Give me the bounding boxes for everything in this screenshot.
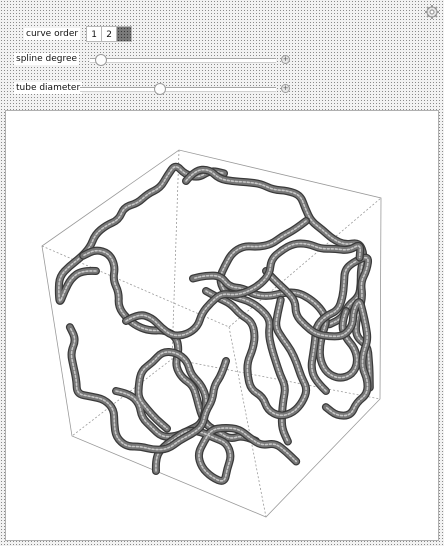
curve-order-option-1[interactable]: 1 bbox=[86, 26, 103, 42]
spline-degree-slider-track[interactable] bbox=[90, 58, 276, 63]
plus-icon[interactable]: + bbox=[281, 84, 290, 93]
curve-order-option-3[interactable] bbox=[116, 26, 133, 42]
curve-order-setter-bar: 1 2 bbox=[86, 26, 133, 42]
tube-diameter-slider-track[interactable] bbox=[80, 87, 276, 92]
curve-order-option-2[interactable]: 2 bbox=[101, 26, 118, 42]
tube-diameter-slider-thumb[interactable] bbox=[154, 83, 167, 95]
spline-degree-control: spline degree bbox=[14, 53, 80, 65]
graphics-3d-view[interactable] bbox=[5, 110, 439, 541]
curve-order-control: curve order 1 2 bbox=[14, 26, 133, 42]
spline-degree-label: spline degree bbox=[14, 53, 80, 65]
gear-icon[interactable] bbox=[424, 4, 440, 20]
tube-diameter-control: tube diameter bbox=[14, 82, 83, 94]
tube-curve bbox=[54, 162, 374, 485]
plus-icon[interactable]: + bbox=[281, 55, 290, 64]
curve-order-label: curve order bbox=[24, 28, 81, 40]
tube-diameter-label: tube diameter bbox=[14, 82, 83, 94]
space-filling-curve-tube[interactable] bbox=[6, 111, 438, 540]
spline-degree-slider-thumb[interactable] bbox=[95, 54, 108, 66]
